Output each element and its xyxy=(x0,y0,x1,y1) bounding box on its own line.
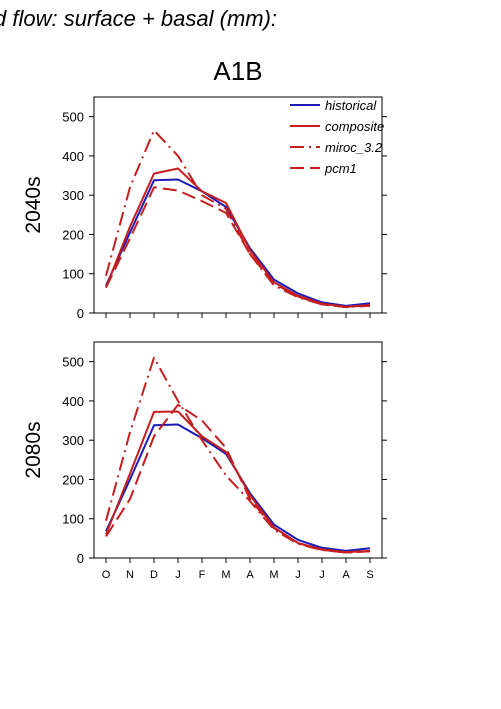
legend: historical composite miroc_3.2 pcm1 xyxy=(290,98,384,176)
chart-panel-2040s: 0 100 200 300 400 500 2040s historical composite… xyxy=(22,96,387,321)
x-tick-label: F xyxy=(199,569,206,581)
x-tick-label: M xyxy=(269,569,278,581)
y-tick-label: 500 xyxy=(62,110,84,125)
series-line-historical xyxy=(105,178,371,307)
panel-label: 2080s xyxy=(22,421,45,478)
y-tick-label: 300 xyxy=(62,188,84,203)
legend-label-pcm1: pcm1 xyxy=(324,161,357,176)
legend-label-miroc_3.2: miroc_3.2 xyxy=(325,140,383,155)
series-line-composite xyxy=(105,167,371,308)
x-tick-label: J xyxy=(295,569,301,581)
y-tick-label: 0 xyxy=(77,306,84,321)
x-tick-label: J xyxy=(175,569,181,581)
x-tick-label: M xyxy=(221,569,230,581)
series-line-miroc_3.2 xyxy=(105,129,371,309)
y-tick-label: 200 xyxy=(62,227,84,242)
y-tick-label: 200 xyxy=(62,472,84,487)
y-tick-label: 100 xyxy=(62,267,84,282)
x-tick-label: S xyxy=(366,569,373,581)
y-tick-label: 300 xyxy=(62,433,84,448)
plot-frame xyxy=(93,341,383,559)
series-line-miroc_3.2 xyxy=(105,356,371,554)
figure-title: d flow: surface + basal (mm): xyxy=(0,6,277,31)
x-tick-label: O xyxy=(102,569,111,581)
y-tick-label: 400 xyxy=(62,394,84,409)
y-tick-label: 400 xyxy=(62,149,84,164)
plot-frame xyxy=(93,96,383,314)
x-tick-label: J xyxy=(319,569,325,581)
panel-label: 2040s xyxy=(22,176,45,233)
x-tick-label: A xyxy=(342,569,350,581)
legend-label-composite: composite xyxy=(325,119,384,134)
x-tick-label: N xyxy=(126,569,134,581)
series-line-pcm1 xyxy=(105,403,371,554)
legend-label-historical: historical xyxy=(325,98,377,113)
y-tick-label: 100 xyxy=(62,512,84,527)
series-line-composite xyxy=(105,410,371,554)
y-tick-label: 0 xyxy=(77,551,84,566)
x-tick-label: D xyxy=(150,569,158,581)
chart-panel-2080s: 0 100 200 300 400 500 O N D J F M A M J J A S 2080s xyxy=(22,341,387,581)
scenario-title: A1B xyxy=(213,56,262,86)
x-tick-label: A xyxy=(246,569,254,581)
y-tick-label: 500 xyxy=(62,355,84,370)
series-line-pcm1 xyxy=(105,186,371,309)
